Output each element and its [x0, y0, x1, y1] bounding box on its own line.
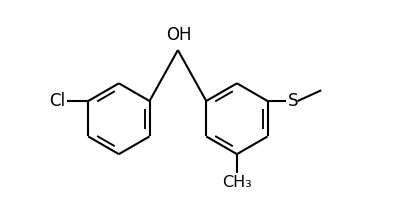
Text: OH: OH: [166, 26, 192, 44]
Text: CH₃: CH₃: [222, 175, 252, 190]
Text: Cl: Cl: [49, 92, 65, 110]
Text: S: S: [287, 92, 298, 110]
